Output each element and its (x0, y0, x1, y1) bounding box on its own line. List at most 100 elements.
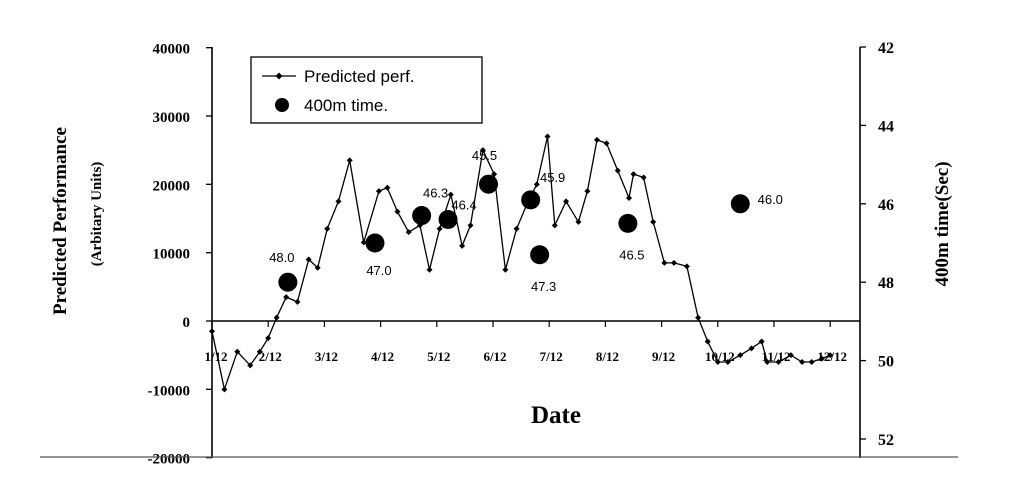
y-axis-title-right: 400m time(Sec) (932, 161, 953, 286)
predicted-perf-point (748, 345, 755, 352)
predicted-perf-point (335, 198, 342, 205)
legend-diamond-marker (275, 72, 283, 80)
predicted-perf-point (405, 229, 412, 236)
predicted-perf-point (346, 157, 353, 164)
400m-time-point (412, 206, 432, 226)
predicted-perf-point (714, 358, 721, 365)
predicted-perf-point (737, 352, 744, 359)
legend-circle-marker (275, 98, 289, 112)
data-label: 46.3 (423, 186, 448, 201)
y-tick-label-right: 42 (878, 40, 894, 57)
predicted-perf-point (426, 266, 433, 273)
axes: 40000 30000 20000 10000 0 -10000 -20000 42 44 46 4… (50, 40, 953, 468)
y-tick-label-right: 46 (878, 197, 894, 214)
400m-time-point (521, 190, 541, 210)
y-tick-label-left: 40000 (153, 42, 191, 58)
predicted-perf-point (593, 136, 600, 143)
predicted-perf-point (436, 225, 443, 232)
predicted-perf-point (630, 171, 637, 178)
x-tick-label: 4/12 (371, 349, 394, 364)
predicted-perf-point (670, 259, 677, 266)
y-tick-label-left: 0 (183, 315, 191, 331)
series-predicted-perf (209, 133, 834, 393)
y-axis-title-left: Predicted Performance (50, 127, 71, 315)
x-tick-label: 5/12 (427, 349, 450, 364)
y-tick-label-left: -10000 (148, 383, 191, 399)
x-tick-label: 8/12 (596, 349, 619, 364)
x-axis-title: Date (531, 402, 581, 429)
x-tick-label: 11/12 (762, 349, 791, 364)
predicted-perf-point (764, 358, 771, 365)
y-tick-label-left: -20000 (148, 452, 191, 468)
x-tick-label: 1/12 (204, 349, 227, 364)
predicted-perf-point (513, 225, 520, 232)
predicted-perf-point (544, 133, 551, 140)
predicted-perf-point (808, 358, 815, 365)
y-tick-label-right: 48 (878, 275, 894, 292)
predicted-perf-point (273, 314, 280, 321)
y-tick-label-right: 50 (878, 354, 894, 371)
predicted-perf-point (502, 266, 509, 273)
y-tick-label-left: 10000 (153, 247, 191, 263)
predicted-perf-point (375, 188, 382, 195)
predicted-perf-point (758, 338, 765, 345)
x-tick-label: 12/12 (817, 349, 847, 364)
data-label: 47.3 (531, 279, 556, 294)
400m-time-point (730, 194, 750, 214)
data-label: 46.0 (758, 192, 783, 207)
predicted-perf-point (704, 338, 711, 345)
legend-box (250, 56, 483, 124)
predicted-perf-point (614, 167, 621, 174)
legend: Predicted perf. 400m time. (250, 56, 483, 124)
predicted-perf-point (394, 208, 401, 215)
y-tick-label-left: 30000 (153, 110, 191, 126)
predicted-perf-point (626, 195, 633, 202)
data-label: 47.0 (366, 263, 391, 278)
predicted-perf-point (221, 386, 228, 393)
400m-time-point (278, 272, 298, 292)
labels: 48.0 47.0 46.346.4 45.5 45.9 47.3 46.5 46.0 (269, 148, 783, 294)
predicted-perf-point (661, 259, 668, 266)
predicted-perf-point (533, 181, 540, 188)
x-tick-label: 2/12 (259, 349, 282, 364)
predicted-perf-point (467, 222, 474, 229)
predicted-perf-point (818, 355, 825, 362)
predicted-perf-point (799, 358, 806, 365)
predicted-perf-point (575, 218, 582, 225)
400m-time-point (438, 209, 458, 229)
predicted-perf-point (283, 294, 290, 301)
predicted-perf-point (683, 263, 690, 270)
predicted-perf-point (384, 184, 391, 191)
predicted-perf-point (695, 314, 702, 321)
predicted-perf-point (459, 242, 466, 249)
predicted-perf-point (775, 358, 782, 365)
data-label: 45.9 (540, 170, 565, 185)
predicted-perf-point (584, 188, 591, 195)
y-tick-label-right: 52 (878, 432, 894, 449)
predicted-perf-point (294, 298, 301, 305)
predicted-perf-point (640, 174, 647, 181)
x-tick-label: 7/12 (540, 349, 563, 364)
y-axis-subtitle-left: (Arbitary Units) (89, 162, 105, 267)
x-tick-label: 3/12 (315, 349, 338, 364)
predicted-perf-point (305, 256, 312, 263)
predicted-perf-point (324, 225, 331, 232)
400m-time-point (618, 213, 638, 233)
legend-label-400m-time: 400m time. (304, 96, 388, 115)
predicted-perf-point (247, 362, 254, 369)
predicted-perf-point (479, 147, 486, 154)
predicted-perf-point (209, 328, 215, 335)
x-tick-label: 9/12 (652, 349, 675, 364)
predicted-perf-point (234, 348, 241, 355)
400m-time-point (479, 174, 499, 194)
series-400m-time (278, 174, 750, 292)
400m-time-point (365, 233, 385, 253)
y-tick-label-left: 20000 (153, 178, 191, 194)
data-label: 45.5 (472, 148, 497, 163)
predicted-perf-point (551, 222, 558, 229)
predicted-perf-point (314, 264, 321, 271)
predicted-perf-point (724, 358, 731, 365)
data-label: 48.0 (269, 250, 294, 265)
predicted-perf-point (603, 140, 610, 147)
